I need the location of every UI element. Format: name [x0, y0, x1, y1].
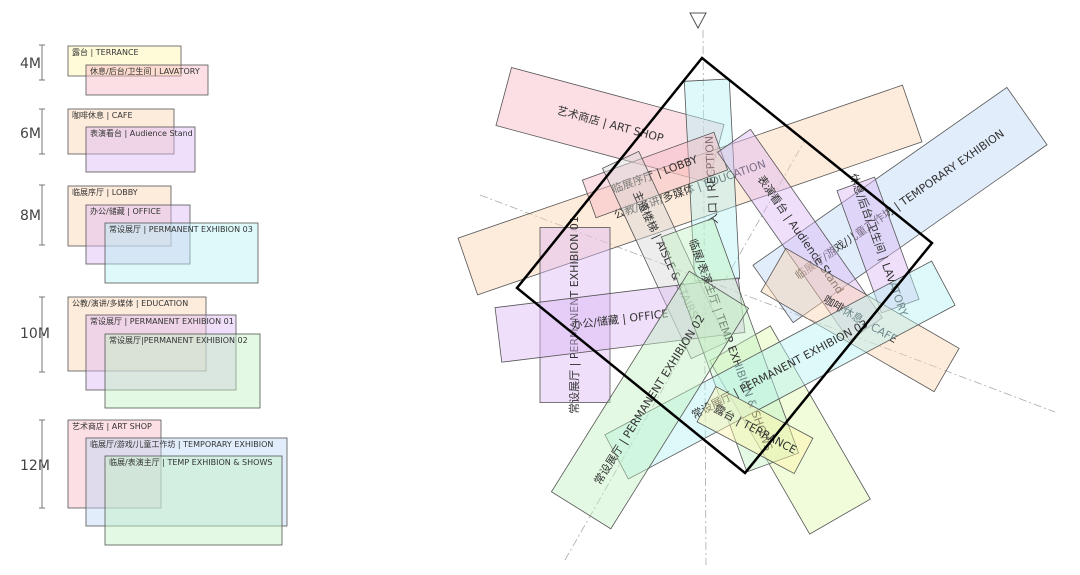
room-label: 表演看台 | Audience Stand	[90, 128, 193, 138]
room-block	[495, 67, 725, 183]
room-label: 艺术商店 | ART SHOP	[72, 421, 152, 431]
room-block	[539, 227, 611, 403]
room-block	[67, 185, 172, 247]
room-label: 休息/后台/卫生间 | LAVATORY	[90, 66, 200, 76]
site-boundary	[515, 56, 934, 475]
room-block	[683, 78, 741, 282]
room-label: 入口 | RECPTION	[703, 136, 721, 225]
room-block	[85, 204, 191, 265]
room-block	[760, 247, 960, 393]
room-block	[67, 419, 162, 509]
room-label: 常设展厅|PERMANENT EXHIBION 02	[109, 335, 248, 345]
room-label: 临展厅/游戏/儿童工作坊 | TEMPORARY EXHIBION	[90, 439, 273, 449]
room-block	[494, 277, 746, 363]
plan-room: 常设展厅 | PERMANENT EXHIBION 01	[539, 216, 611, 414]
height-label: 4M	[20, 56, 41, 72]
room-block	[85, 64, 209, 96]
height-label: 8M	[20, 208, 41, 224]
plan-room: 入口 | RECPTION	[683, 78, 741, 282]
axes	[479, 29, 1056, 566]
height-label: 10M	[20, 326, 50, 342]
room-block	[104, 333, 261, 409]
room-label: 常设展厅 | PERMANENT EXHIBION 01	[90, 316, 234, 326]
height-label: 6M	[20, 126, 41, 142]
room-block	[85, 437, 288, 527]
room-label: 咖啡休息 | CAFE	[72, 110, 133, 120]
north-marker	[689, 12, 707, 30]
room-label: 办公/储藏 | OFFICE	[90, 206, 161, 216]
room-block	[104, 222, 259, 284]
room-block	[104, 455, 283, 546]
room-block	[85, 314, 237, 391]
room-block	[604, 260, 956, 480]
room-label: 常设展厅 | PERMANENT EXHIBION 03	[109, 224, 253, 234]
room-label: 公教/演讲/多媒体 | EDUCATION	[72, 298, 188, 308]
room-label: 临展序厅 | LOBBY	[72, 187, 138, 197]
height-label: 12M	[20, 458, 50, 474]
plan-room: 艺术商店 | ART SHOP	[495, 67, 725, 183]
room-block	[717, 128, 883, 342]
room-block	[85, 126, 196, 173]
room-block	[696, 385, 814, 475]
plan-room: 办公/储藏 | OFFICE	[494, 277, 746, 363]
room-block	[67, 45, 182, 77]
room-label: 临展/表演主厅 | TEMP EXHIBION & SHOWS	[109, 457, 272, 467]
room-label: 露台 | TERRANCE	[72, 47, 139, 57]
room-label: 常设展厅 | PERMANENT EXHIBION 01	[568, 216, 581, 414]
